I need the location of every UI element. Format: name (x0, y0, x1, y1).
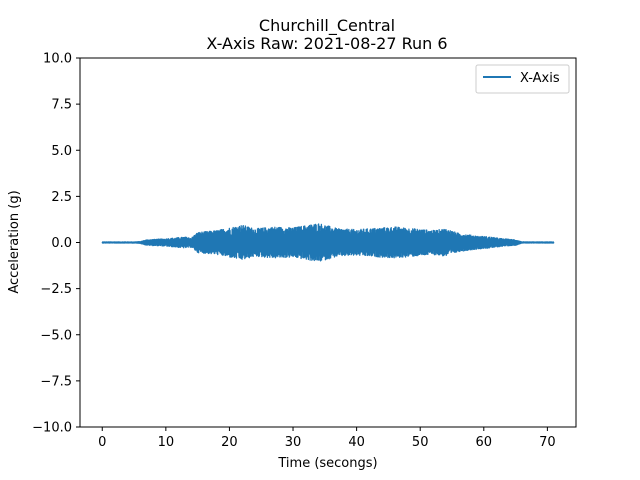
x-tick-label: 20 (221, 435, 238, 450)
x-tick-label: 70 (539, 435, 556, 450)
y-tick-label: −2.5 (40, 282, 72, 297)
x-tick-label: 10 (158, 435, 175, 450)
y-tick-label: 7.5 (51, 98, 72, 113)
x-tick-label: 50 (412, 435, 429, 450)
chart-subtitle: X-Axis Raw: 2021-08-27 Run 6 (206, 34, 447, 53)
y-tick-label: 10.0 (43, 52, 72, 67)
y-tick-label: −5.0 (40, 328, 72, 343)
plot-frame (79, 57, 577, 428)
y-ticks: −10.0 −7.5 −5.0 −2.5 0.0 2.5 5.0 7.5 10.0 (32, 52, 80, 436)
x-ticks: 0 10 20 30 40 50 60 70 (98, 427, 556, 450)
y-tick-label: 2.5 (51, 190, 72, 205)
signal-layer (101, 223, 555, 262)
y-tick-label: −10.0 (32, 421, 72, 436)
legend-label: X-Axis (520, 71, 560, 86)
x-tick-label: 60 (476, 435, 493, 450)
legend: X-Axis (475, 64, 570, 94)
x-axis-label: Time (secongs) (277, 456, 377, 471)
x-tick-label: 40 (348, 435, 365, 450)
chart-title: Churchill_Central (259, 16, 395, 36)
y-tick-label: −7.5 (40, 374, 72, 389)
y-tick-label: 0.0 (51, 236, 72, 251)
y-tick-label: 5.0 (51, 144, 72, 159)
legend-box (475, 64, 570, 94)
y-axis-label: Acceleration (g) (7, 190, 22, 293)
x-tick-label: 30 (285, 435, 302, 450)
x-tick-label: 0 (98, 435, 106, 450)
